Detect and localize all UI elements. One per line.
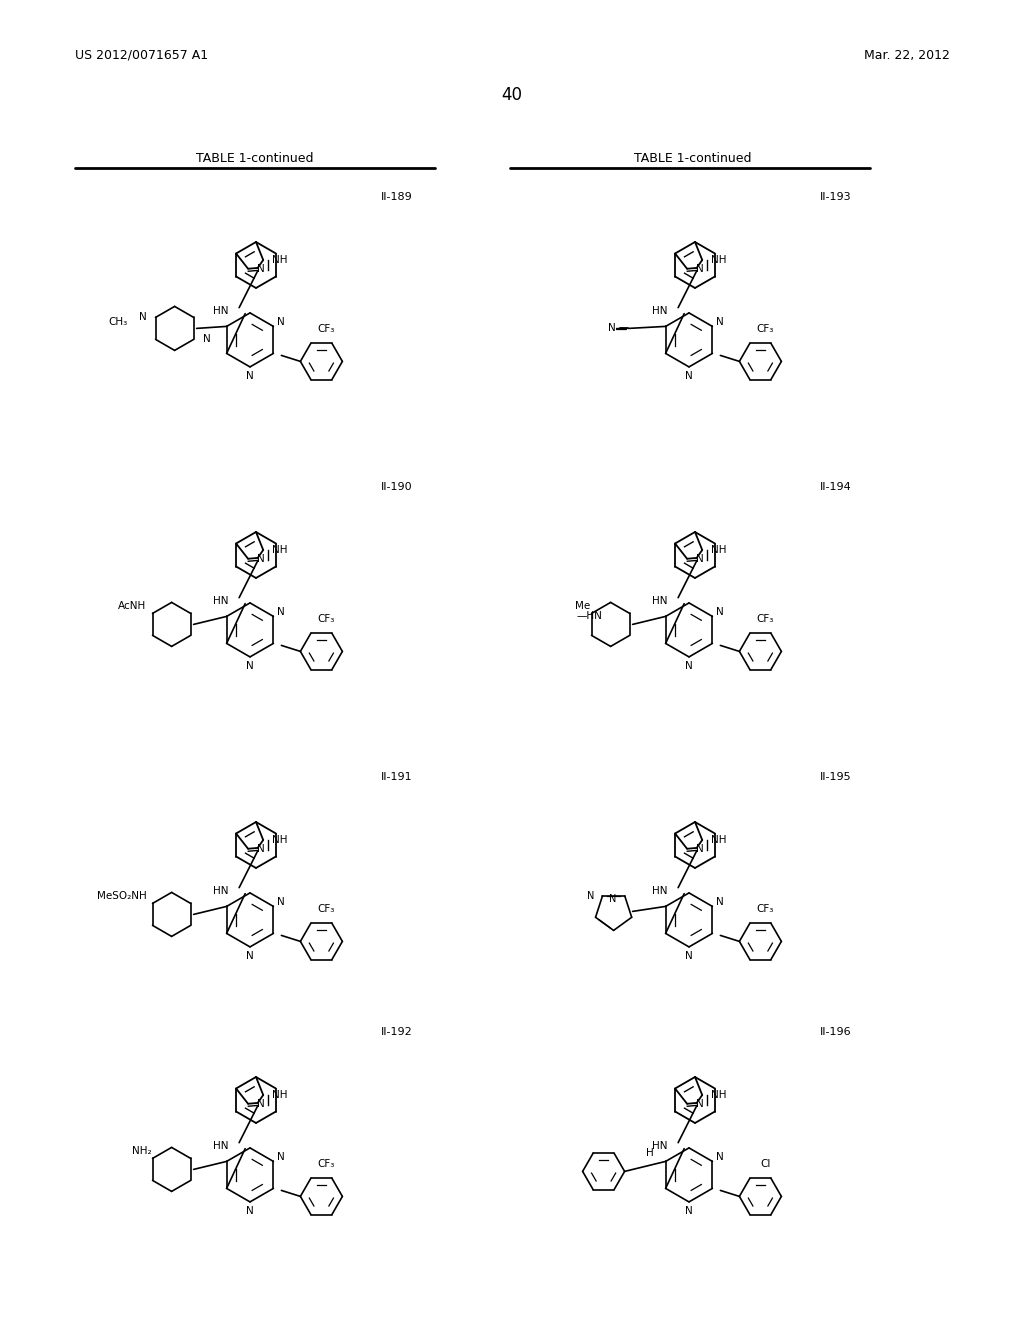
Text: AcNH: AcNH (119, 602, 146, 611)
Text: H: H (646, 1148, 653, 1159)
Text: N: N (685, 371, 693, 381)
Text: NH₂: NH₂ (132, 1146, 152, 1156)
Text: N: N (139, 313, 146, 322)
Text: N: N (278, 317, 285, 327)
Text: N: N (587, 891, 595, 902)
Text: HN: HN (213, 306, 228, 315)
Text: MeSO₂NH: MeSO₂NH (97, 891, 146, 902)
Text: N: N (246, 661, 254, 671)
Text: II-189: II-189 (381, 191, 413, 202)
Text: II-193: II-193 (820, 191, 852, 202)
Text: —HN: —HN (577, 611, 602, 622)
Text: N: N (608, 323, 615, 334)
Text: HN: HN (213, 595, 228, 606)
Text: N: N (696, 843, 703, 854)
Text: CF₃: CF₃ (317, 325, 335, 334)
Text: NH: NH (712, 545, 727, 554)
Text: NH: NH (272, 545, 288, 554)
Text: NH: NH (272, 836, 288, 845)
Text: NH: NH (712, 255, 727, 265)
Text: CF₃: CF₃ (317, 1159, 335, 1170)
Text: N: N (257, 843, 265, 854)
Text: US 2012/0071657 A1: US 2012/0071657 A1 (75, 49, 208, 62)
Text: Mar. 22, 2012: Mar. 22, 2012 (864, 49, 950, 62)
Text: N: N (246, 1206, 254, 1216)
Text: N: N (278, 1152, 285, 1162)
Text: N: N (685, 950, 693, 961)
Text: TABLE 1-continued: TABLE 1-continued (634, 152, 752, 165)
Text: N: N (257, 554, 265, 564)
Text: N: N (257, 1098, 265, 1109)
Text: N: N (696, 264, 703, 273)
Text: NH: NH (712, 836, 727, 845)
Text: NH: NH (272, 1090, 288, 1100)
Text: II-190: II-190 (381, 482, 413, 492)
Text: HN: HN (651, 306, 668, 315)
Text: N: N (717, 607, 724, 616)
Text: HN: HN (213, 1140, 228, 1151)
Text: NH: NH (712, 1090, 727, 1100)
Text: N: N (278, 607, 285, 616)
Text: N: N (685, 661, 693, 671)
Text: TABLE 1-continued: TABLE 1-continued (197, 152, 313, 165)
Text: II-192: II-192 (381, 1027, 413, 1038)
Text: N: N (717, 896, 724, 907)
Text: CF₃: CF₃ (757, 614, 774, 624)
Text: N: N (246, 950, 254, 961)
Text: II-196: II-196 (820, 1027, 852, 1038)
Text: N: N (278, 896, 285, 907)
Text: CF₃: CF₃ (317, 614, 335, 624)
Text: HN: HN (651, 886, 668, 896)
Text: N: N (609, 894, 616, 904)
Text: N: N (717, 317, 724, 327)
Text: N: N (203, 334, 210, 345)
Text: HN: HN (651, 595, 668, 606)
Text: N: N (696, 1098, 703, 1109)
Text: HN: HN (213, 886, 228, 896)
Text: NH: NH (272, 255, 288, 265)
Text: Cl: Cl (760, 1159, 771, 1170)
Text: CH₃: CH₃ (109, 317, 128, 327)
Text: N: N (246, 371, 254, 381)
Text: II-194: II-194 (820, 482, 852, 492)
Text: N: N (685, 1206, 693, 1216)
Text: HN: HN (651, 1140, 668, 1151)
Text: CF₃: CF₃ (757, 904, 774, 915)
Text: CF₃: CF₃ (757, 325, 774, 334)
Text: N: N (717, 1152, 724, 1162)
Text: CF₃: CF₃ (317, 904, 335, 915)
Text: Me: Me (575, 602, 591, 611)
Text: II-195: II-195 (820, 772, 852, 781)
Text: 40: 40 (502, 86, 522, 104)
Text: N: N (257, 264, 265, 273)
Text: II-191: II-191 (381, 772, 413, 781)
Text: N: N (696, 554, 703, 564)
